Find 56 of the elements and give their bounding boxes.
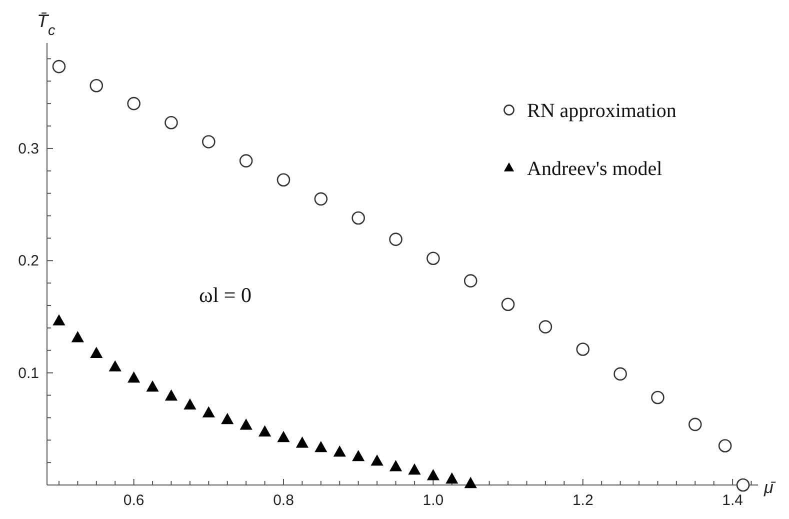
point — [258, 425, 272, 436]
point — [202, 406, 215, 418]
point — [352, 211, 365, 225]
point — [71, 331, 84, 342]
point — [52, 314, 66, 326]
point — [426, 469, 440, 480]
point — [184, 398, 196, 410]
point — [90, 346, 103, 358]
point — [52, 60, 66, 74]
x-tick-label: 1.2 — [572, 492, 594, 509]
point — [408, 463, 421, 475]
point — [314, 440, 328, 452]
point — [276, 173, 290, 187]
legend-label: RN approximation — [527, 100, 676, 122]
x-tick-label: 1.4 — [722, 492, 743, 509]
point — [718, 439, 732, 452]
y-tick-label: 0.2 — [18, 252, 39, 270]
legend-label: Andreev's model — [527, 158, 663, 180]
point — [389, 232, 402, 246]
point — [128, 371, 140, 383]
point — [314, 192, 328, 206]
point — [446, 472, 458, 484]
point — [688, 418, 702, 432]
y-tick-label: 0.3 — [18, 140, 39, 158]
point — [90, 78, 104, 92]
point — [614, 367, 627, 381]
point — [576, 342, 590, 356]
point — [538, 320, 552, 334]
point — [164, 389, 178, 401]
point — [277, 430, 290, 442]
point — [164, 116, 178, 130]
x-tick-label: 0.6 — [123, 492, 144, 509]
point — [464, 476, 477, 488]
x-axis-title: μ̄ — [763, 478, 776, 497]
point — [296, 436, 309, 448]
point — [389, 460, 402, 472]
y-axis-title: T̄$_{c}$ — [37, 11, 56, 39]
point — [239, 154, 253, 168]
point — [221, 412, 234, 424]
point — [426, 252, 440, 266]
point — [333, 445, 346, 457]
point — [501, 298, 515, 312]
point — [108, 360, 122, 372]
point — [146, 380, 159, 392]
y-tick-label: 0.1 — [18, 364, 39, 382]
point — [240, 418, 252, 430]
annotation: ωl = 0 — [199, 283, 252, 307]
point — [464, 274, 478, 288]
text: 1.0 — [422, 492, 444, 509]
x-tick-label: 0.8 — [273, 492, 294, 509]
point — [370, 454, 384, 466]
point — [202, 135, 216, 148]
point — [127, 96, 140, 110]
point — [736, 478, 750, 492]
point — [651, 390, 664, 404]
point — [352, 450, 365, 462]
